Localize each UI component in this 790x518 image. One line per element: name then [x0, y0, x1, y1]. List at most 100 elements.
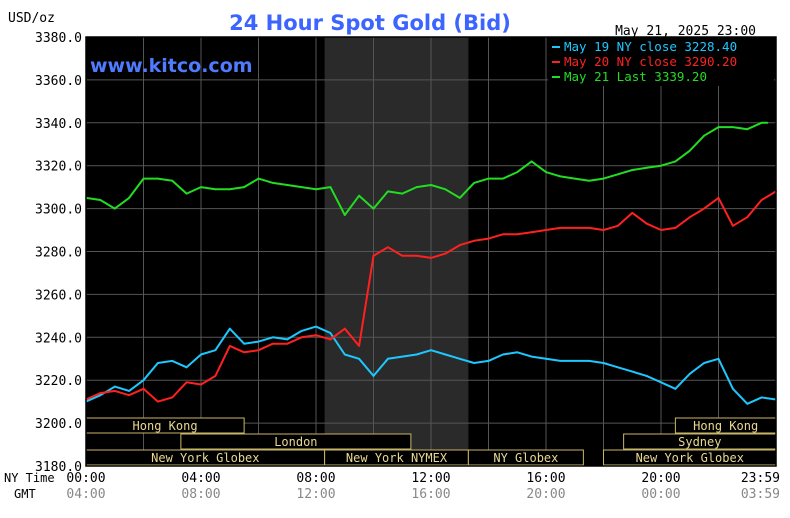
- data-point: [516, 351, 519, 354]
- data-point: [746, 402, 749, 405]
- data-point: [660, 381, 662, 384]
- y-tick-label: 3260.0: [35, 288, 82, 303]
- data-point: [228, 327, 231, 330]
- data-point: [430, 257, 432, 259]
- data-point: [228, 345, 231, 347]
- data-point: [674, 227, 677, 229]
- data-point: [444, 252, 447, 255]
- data-point: [473, 362, 475, 364]
- data-point: [113, 207, 116, 210]
- data-point: [272, 342, 274, 345]
- data-point: [372, 375, 375, 377]
- data-point: [444, 353, 447, 356]
- y-axis-label: USD/oz: [8, 11, 55, 26]
- data-point: [214, 188, 217, 191]
- session-box: [180, 433, 412, 450]
- data-point: [617, 366, 619, 369]
- data-point: [214, 375, 217, 377]
- data-point: [602, 177, 605, 180]
- session-bar: London: [180, 433, 412, 450]
- data-point: [645, 166, 648, 169]
- data-point: [257, 340, 260, 343]
- data-point: [343, 214, 346, 216]
- data-point: [157, 177, 159, 180]
- data-point: [157, 400, 159, 403]
- data-point: [703, 207, 705, 210]
- data-point: [746, 216, 749, 219]
- x-tick-label-ny: 00:00: [66, 471, 105, 486]
- data-point: [358, 357, 360, 360]
- x-tick-label-ny: 16:00: [526, 471, 565, 486]
- data-point: [372, 254, 375, 257]
- data-point: [502, 177, 504, 180]
- data-point: [516, 171, 519, 174]
- x-tick-label-ny: 08:00: [296, 471, 335, 486]
- data-point: [329, 332, 332, 334]
- chart-title: 24 Hour Spot Gold (Bid): [229, 11, 511, 35]
- data-point: [430, 184, 432, 186]
- sessions-layer: Hong Kong Hong Kong London Sydney New York G…: [85, 417, 777, 466]
- data-point: [329, 338, 332, 341]
- data-point: [573, 227, 576, 229]
- data-point: [602, 362, 605, 364]
- axis-layer: 3180.0 3200.0 3220.0 3240.0 3260.0 3280.0 3300…: [35, 31, 780, 502]
- data-point: [358, 345, 360, 347]
- data-point: [617, 224, 619, 227]
- data-point: [602, 229, 605, 231]
- data-point: [315, 188, 317, 191]
- session-label: New York Globex: [636, 451, 744, 465]
- data-point: [588, 179, 590, 182]
- data-point: [530, 160, 533, 163]
- data-point: [645, 222, 648, 225]
- data-point: [257, 177, 260, 180]
- x-tick-label-gmt: 04:00: [66, 487, 105, 502]
- data-point: [688, 216, 691, 219]
- y-tick-label: 3180.0: [35, 460, 82, 475]
- data-point: [487, 177, 490, 180]
- x-tick-label-ny: 12:00: [411, 471, 450, 486]
- data-point: [200, 186, 202, 189]
- data-point: [272, 182, 274, 184]
- data-point: [732, 387, 734, 390]
- session-label: Hong Kong: [693, 419, 758, 433]
- data-point: [530, 355, 533, 358]
- data-point: [473, 239, 475, 242]
- data-point: [343, 353, 346, 356]
- data-point: [703, 134, 705, 137]
- x-tick-label-gmt: 20:00: [526, 487, 565, 502]
- data-point: [243, 351, 246, 354]
- y-tick-label: 3360.0: [35, 74, 82, 89]
- gmt-row-label: GMT: [14, 487, 36, 501]
- data-point: [530, 231, 533, 234]
- data-point: [588, 360, 590, 362]
- data-point: [717, 197, 720, 199]
- data-point: [113, 385, 116, 388]
- session-label: Sydney: [678, 435, 721, 449]
- legend-box: [548, 38, 774, 86]
- legend-entry: May 19 NY close 3228.40: [564, 39, 737, 54]
- data-point: [502, 353, 504, 356]
- data-point: [688, 149, 691, 152]
- session-box: [467, 449, 584, 466]
- data-point: [171, 396, 174, 399]
- data-point: [286, 342, 289, 345]
- data-point: [660, 229, 662, 231]
- data-point: [142, 379, 145, 382]
- data-point: [444, 188, 447, 191]
- data-point: [631, 169, 634, 171]
- session-bar: Hong Kong: [85, 417, 245, 434]
- data-point: [588, 227, 590, 229]
- data-point: [171, 179, 174, 182]
- data-point: [559, 360, 562, 362]
- x-tick-label-gmt: 00:00: [641, 487, 680, 502]
- data-point: [415, 254, 418, 257]
- y-tick-label: 3240.0: [35, 331, 82, 346]
- data-point: [401, 254, 404, 257]
- y-tick-label: 3200.0: [35, 417, 82, 432]
- session-bar: NY Globex: [467, 449, 584, 466]
- data-point: [573, 360, 576, 362]
- x-tick-label-gmt: 12:00: [296, 487, 335, 502]
- data-point: [300, 330, 303, 332]
- data-point: [113, 390, 116, 392]
